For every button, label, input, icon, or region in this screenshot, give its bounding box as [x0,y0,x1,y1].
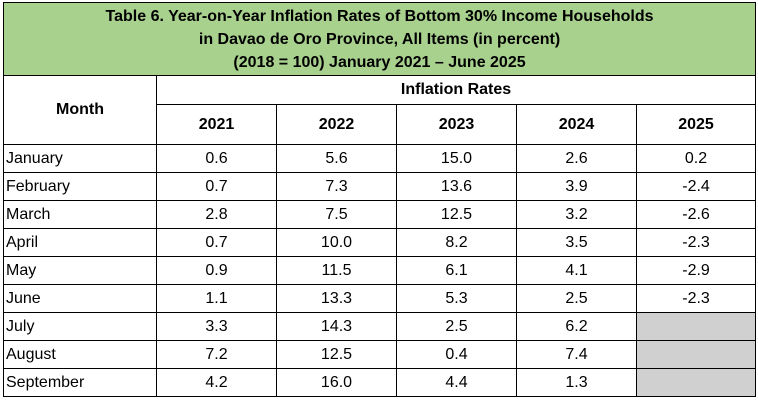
value-cell: -2.4 [635,172,757,201]
value-cell: 12.5 [396,200,517,229]
empty-cell [635,368,757,397]
value-cell: 3.5 [516,228,637,257]
empty-cell [635,340,757,369]
column-header-month: Month [3,75,157,145]
column-header-year: 2024 [516,104,637,145]
table-row: January 0.6 5.6 15.0 2.6 0.2 [3,144,757,173]
value-cell: 0.7 [156,172,277,201]
value-cell: 4.2 [156,368,277,397]
value-cell: 2.8 [156,200,277,229]
value-cell: 4.1 [516,256,637,285]
value-cell: 1.3 [516,368,637,397]
table-row: April 0.7 10.0 8.2 3.5 -2.3 [3,228,757,257]
inflation-table: Table 6. Year-on-Year Inflation Rates of… [2,2,757,397]
table-row: March 2.8 7.5 12.5 3.2 -2.6 [3,200,757,229]
value-cell: 7.3 [276,172,397,201]
value-cell: 3.2 [516,200,637,229]
value-cell: 13.3 [276,284,397,313]
value-cell: 12.5 [276,340,397,369]
value-cell: -2.3 [635,228,757,257]
value-cell: 15.0 [396,144,517,173]
value-cell: 3.9 [516,172,637,201]
month-cell: February [3,172,157,201]
month-cell: April [3,228,157,257]
column-header-year: 2022 [276,104,397,145]
value-cell: 6.1 [396,256,517,285]
value-cell: 1.1 [156,284,277,313]
table-title-line-1: Table 6. Year-on-Year Inflation Rates of… [105,7,654,25]
value-cell: 3.3 [156,312,277,341]
value-cell: 7.4 [516,340,637,369]
value-cell: 16.0 [276,368,397,397]
month-cell: September [3,368,157,397]
column-header-year: 2025 [635,104,757,145]
inflation-table-container: Table 6. Year-on-Year Inflation Rates of… [2,2,757,397]
table-row: July 3.3 14.3 2.5 6.2 [3,312,757,341]
month-cell: May [3,256,157,285]
value-cell: -2.6 [635,200,757,229]
month-cell: July [3,312,157,341]
table-row: June 1.1 13.3 5.3 2.5 -2.3 [3,284,757,313]
column-header-year: 2021 [156,104,277,145]
empty-cell [635,312,757,341]
value-cell: 5.6 [276,144,397,173]
value-cell: 10.0 [276,228,397,257]
month-cell: January [3,144,157,173]
table-row: February 0.7 7.3 13.6 3.9 -2.4 [3,172,757,201]
value-cell: 7.2 [156,340,277,369]
column-header-year: 2023 [396,104,517,145]
value-cell: 7.5 [276,200,397,229]
month-cell: June [3,284,157,313]
table-row: August 7.2 12.5 0.4 7.4 [3,340,757,369]
table-body: January 0.6 5.6 15.0 2.6 0.2 February 0.7 7.3 13.… [3,144,757,397]
value-cell: 11.5 [276,256,397,285]
value-cell: 6.2 [516,312,637,341]
value-cell: 5.3 [396,284,517,313]
month-cell: March [3,200,157,229]
value-cell: 0.4 [396,340,517,369]
value-cell: 0.7 [156,228,277,257]
value-cell: -2.9 [635,256,757,285]
table-title: Table 6. Year-on-Year Inflation Rates of… [2,2,757,76]
table-title-line-2: in Davao de Oro Province, All Items (in … [198,30,561,48]
value-cell: 2.5 [396,312,517,341]
value-cell: 4.4 [396,368,517,397]
column-group-inflation-rates: Inflation Rates [155,75,757,105]
value-cell: 0.2 [635,144,757,173]
value-cell: 8.2 [396,228,517,257]
value-cell: 2.6 [516,144,637,173]
value-cell: 2.5 [516,284,637,313]
table-row: September 4.2 16.0 4.4 1.3 [3,368,757,397]
value-cell: -2.3 [635,284,757,313]
table-row: May 0.9 11.5 6.1 4.1 -2.9 [3,256,757,285]
value-cell: 13.6 [396,172,517,201]
month-cell: August [3,340,157,369]
value-cell: 0.6 [156,144,277,173]
value-cell: 0.9 [156,256,277,285]
table-title-line-3: (2018 = 100) January 2021 – June 2025 [233,53,526,71]
value-cell: 14.3 [276,312,397,341]
